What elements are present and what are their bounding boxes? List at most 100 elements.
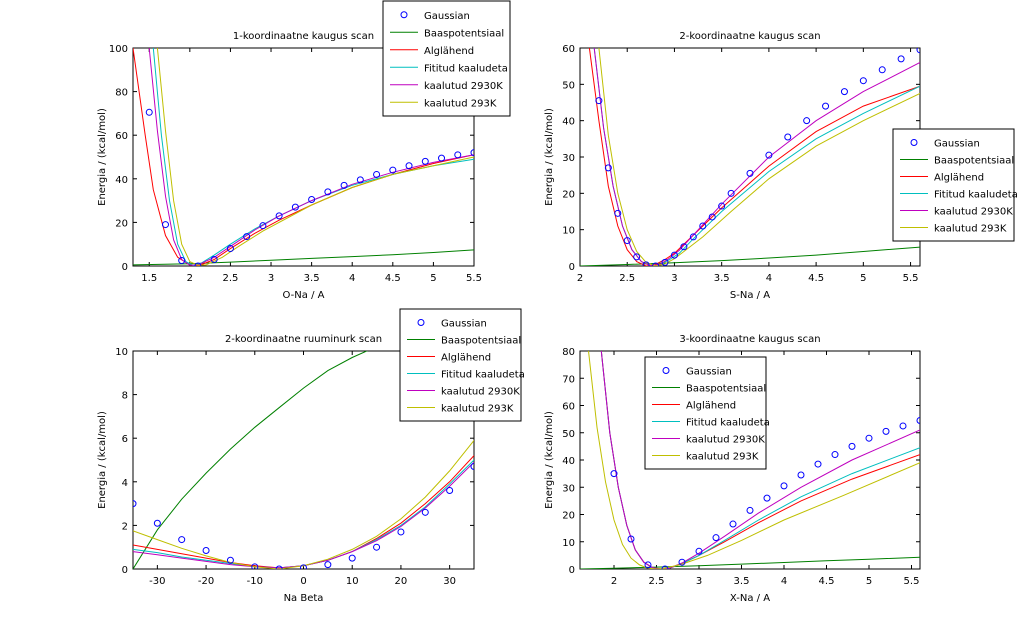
y-tick-label: 10 [562,226,575,237]
x-tick-label: 10 [346,576,359,587]
gaussian-point [389,166,397,174]
gaussian-point [727,189,735,197]
gaussian-point [765,151,773,159]
chart-title: 1-koordinaatne kaugus scan [233,31,374,42]
gaussian-point [784,133,792,141]
legend-label: Baaspotentsiaal [686,384,766,395]
legend-marker-gaussian [417,319,425,326]
x-tick-label: 3.5 [714,273,730,284]
gaussian-point [275,212,283,220]
plot-area [579,47,921,267]
gaussian-point [822,102,830,110]
y-tick-label: 100 [109,44,128,55]
legend-label: Fititud kaaludeta [441,370,525,381]
y-axis-label: Energia / (kcal/mol) [544,108,555,206]
gaussian-point [300,564,307,569]
x-tick-label: 0 [300,576,306,587]
legend-marker-gaussian [400,11,408,19]
y-axis-label: Energia / (kcal/mol) [97,411,108,509]
legend-box [892,128,1015,242]
y-axis-label: Energia / (kcal/mol) [97,108,108,206]
gaussian-point [356,176,364,184]
gaussian-point [421,157,429,165]
chart-title: 2-koordinaatne kaugus scan [679,31,820,42]
y-tick-label: 0 [122,262,128,273]
legend-label: Baaspotentsiaal [934,156,1014,167]
x-tick-label: 3 [696,576,702,587]
gaussian-point [202,546,210,554]
gaussian-point [340,181,348,189]
gaussian-point [670,251,678,259]
gaussian-point [373,543,381,551]
gaussian-point [878,66,886,74]
x-tick-label: 3.5 [304,273,320,284]
y-tick-label: 70 [562,374,575,385]
chart-panel-4: 3-koordinaatne kaugus scan 2 2.5 3 3.5 4 4.5 5 5… [544,334,921,604]
gaussian-point [226,556,234,564]
gaussian-point [161,221,169,229]
legend: Gaussian Baaspotentsiaal Alglähend Fititud … [644,356,770,470]
x-tick-label: -30 [149,576,165,587]
gaussian-point [324,188,332,196]
gaussian-point [470,149,474,157]
y-tick-label: 50 [562,429,575,440]
series-line-baaspotentsiaal [133,351,368,569]
x-tick-label: 1.5 [141,273,157,284]
gaussian-point [348,554,356,562]
y-tick-label: 0 [569,565,575,576]
gaussian-point [610,470,618,478]
x-tick-label: 4.5 [808,273,824,284]
plot-lines [580,48,920,266]
x-tick-label: 4 [781,576,787,587]
y-tick-label: 10 [562,538,575,549]
gaussian-point [680,243,688,251]
legend: Gaussian Baaspotentsiaal Alglähend Fititud … [399,308,525,422]
gaussian-point [324,561,332,569]
gaussian-point [438,154,446,162]
y-tick-label: 2 [122,521,128,532]
legend-box [399,308,522,422]
gaussian-point [291,203,299,211]
gaussian-point [210,255,218,263]
gaussian-point [916,416,920,424]
x-tick-label: 4 [349,273,355,284]
x-tick-label: 20 [395,576,408,587]
y-tick-label: 30 [562,153,575,164]
legend-label: kaalutud 293K [686,452,759,463]
gaussian-point [699,222,707,230]
gaussian-point [661,258,669,266]
gaussian-point [178,257,186,265]
legend-label: Baaspotentsiaal [424,28,504,39]
y-tick-label: 0 [122,565,128,576]
x-tick-label: 2.5 [649,576,665,587]
x-tick-label: 2 [611,576,617,587]
gaussian-point [604,164,612,172]
x-tick-label: 3 [268,273,274,284]
gaussian-point [470,463,474,471]
y-tick-label: 6 [122,434,128,445]
legend-label: kaalutud 2930K [424,81,503,92]
y-tick-label: 4 [122,478,128,489]
series-line-kaalutud-2930k [148,48,474,266]
y-tick-label: 80 [115,88,128,99]
x-tick-label: 4.5 [385,273,401,284]
legend-label: Gaussian [686,367,732,378]
y-tick-label: 60 [562,44,575,55]
series-line-baaspotentsiaal [133,249,474,266]
x-tick-label: 5.5 [466,273,482,284]
y-tick-label: 10 [115,347,128,358]
gaussian-points [133,463,474,569]
x-tick-label: 5 [866,576,872,587]
x-tick-label: 3 [671,273,677,284]
legend-label: kaalutud 2930K [686,435,765,446]
x-tick-label: 3.5 [734,576,750,587]
legend-label: kaalutud 293K [424,98,497,109]
legend-label: Fititud kaaludeta [424,63,508,74]
x-tick-label: 5.5 [903,273,919,284]
legend-label: Baaspotentsiaal [441,336,521,347]
x-tick-label: 5 [430,273,436,284]
legend-label: kaalutud 2930K [441,387,520,398]
x-axis-label: S-Na / A [730,290,770,301]
x-axis-label: Na Beta [284,593,324,604]
legend-label: Alglähend [441,353,491,364]
